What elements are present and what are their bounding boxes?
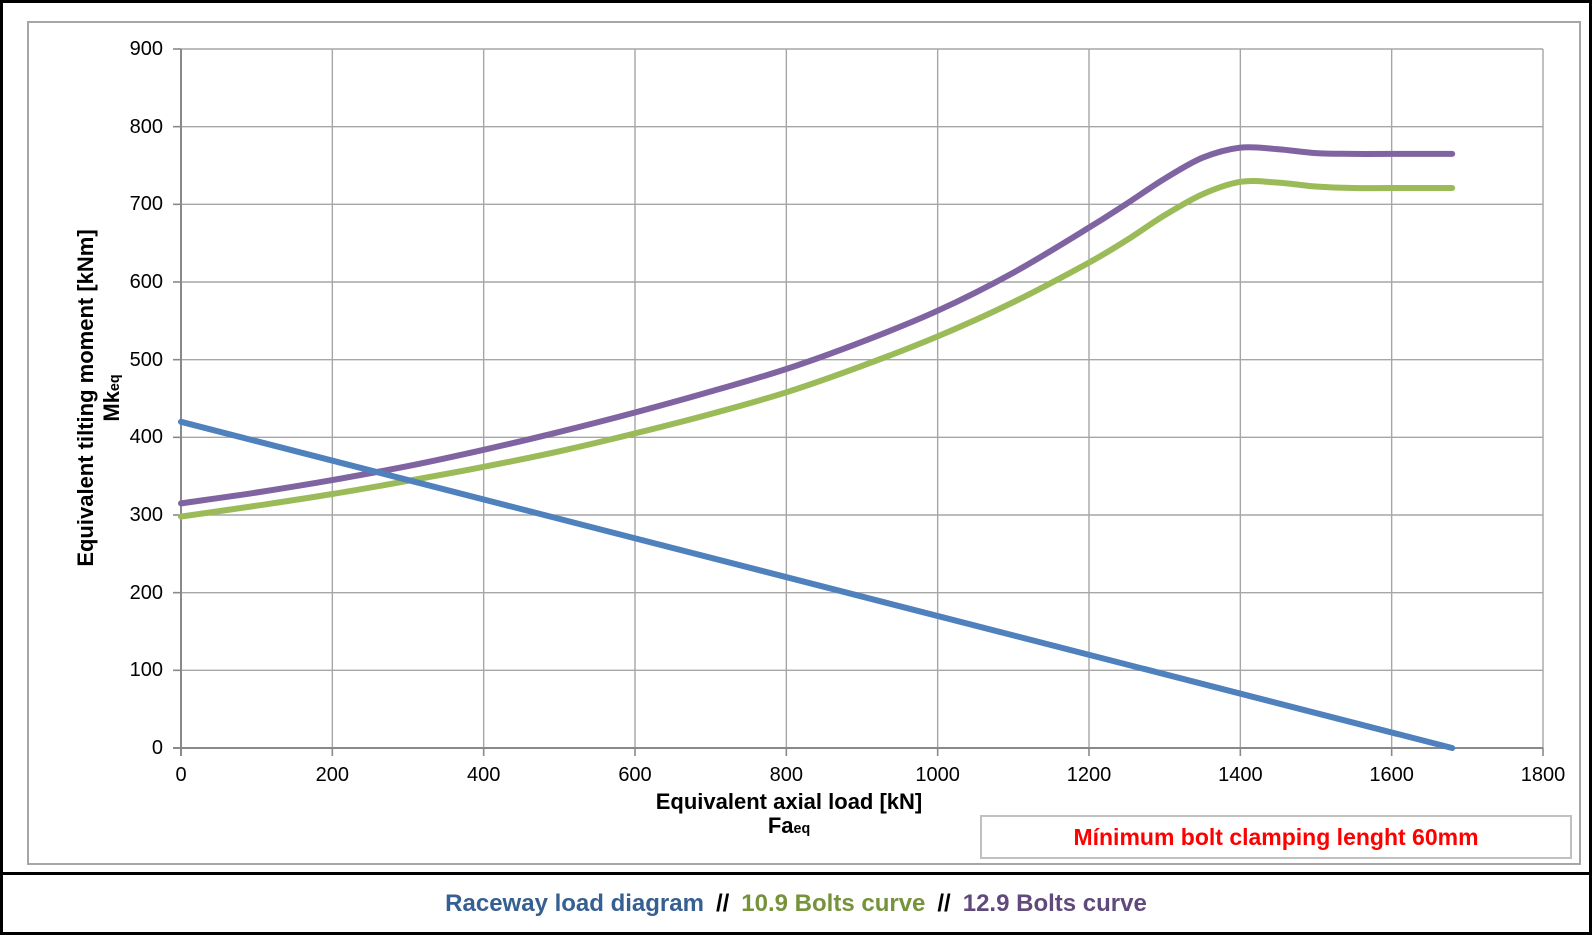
y-tick-label: 300 [129,504,163,526]
x-tick-label: 1400 [1218,764,1263,786]
x-axis-symbol: Faeq [768,813,810,839]
legend-item-12-9-bolts-curve: 12.9 Bolts curve [962,889,1147,917]
x-tick-label: 800 [769,764,804,786]
y-tick-label: 900 [129,38,163,60]
y-axis-title: Equivalent tilting moment [kNm] [73,229,99,566]
y-tick-label: 700 [129,193,163,216]
x-tick-label: 1000 [915,764,960,786]
legend-item-10-9-bolts-curve: 10.9 Bolts curve [741,889,926,917]
y-tick-label: 600 [129,271,163,293]
series-raceway-load-diagram [178,418,1456,751]
x-axis-title: Equivalent axial load [kN] [656,789,923,815]
x-tick-label: 1600 [1369,764,1414,786]
y-axis-title-text: Equivalent tilting moment [kNm] [73,229,98,567]
chart-panel [27,21,1581,865]
annotation-box: Mínimum bolt clamping lenght 60mm [980,815,1572,859]
y-axis-symbol-sub: eq [107,374,123,392]
y-tick-label: 200 [129,581,163,604]
x-tick-label: 1800 [1520,764,1566,786]
x-axis-title-text: Equivalent axial load [kN] [655,789,923,814]
x-tick-label: 200 [315,764,350,786]
x-tick-label: 0 [175,764,187,786]
legend: Raceway load diagram // 10.9 Bolts curve //… [3,875,1589,932]
legend-text: Raceway load diagram // 10.9 Bolts curve //… [439,890,1153,918]
series-12-9-bolts-curve [178,144,1456,507]
annotation-text: Mínimum bolt clamping lenght 60mm [1073,823,1479,850]
y-tick-label: 100 [129,659,163,682]
x-tick-label: 600 [618,764,652,786]
y-tick-label: 0 [151,737,163,759]
legend-separator: // [715,889,730,917]
y-axis-symbol-text: Mk [99,391,124,422]
y-axis-symbol: Mkeq [99,374,125,421]
y-tick-label: 400 [129,426,163,449]
line-chart [173,48,1544,756]
series-10-9-bolts-curve [178,178,1456,520]
x-tick-label: 1200 [1066,764,1112,786]
legend-separator: // [937,889,951,917]
separator-line [3,872,1589,875]
y-tick-label: 800 [129,115,163,138]
x-tick-label: 400 [466,764,501,786]
y-tick-label: 500 [129,348,163,371]
legend-item-raceway-load-diagram: Raceway load diagram [445,889,704,917]
x-axis-symbol-text: Fa [767,813,794,838]
x-axis-symbol-sub: eq [793,821,811,837]
